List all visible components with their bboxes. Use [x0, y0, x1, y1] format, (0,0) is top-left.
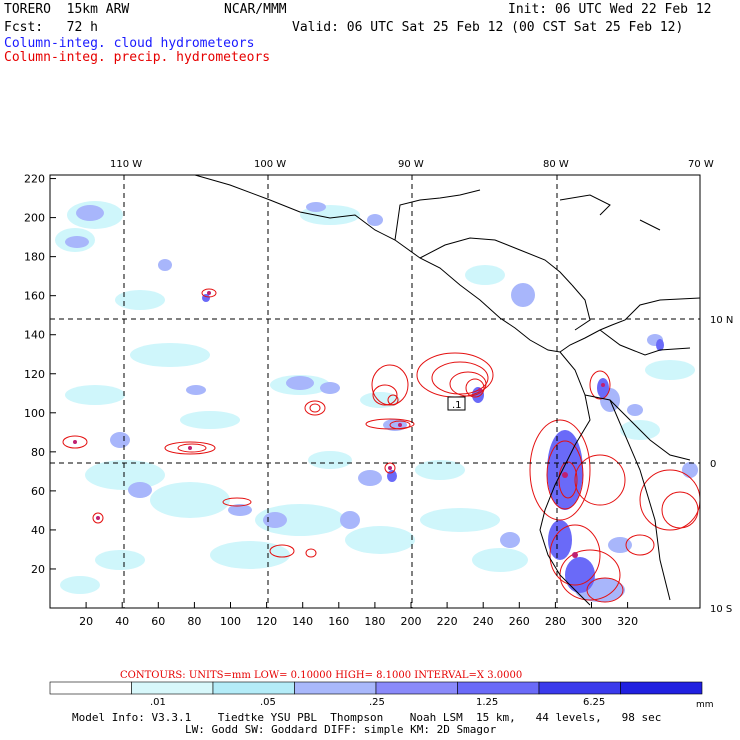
- lat-label-0: 0: [710, 459, 716, 470]
- y-tick-label: 100: [24, 407, 45, 420]
- forecast-hour: Fcst: 72 h: [4, 20, 98, 35]
- cloud-field-label: Column-integ. cloud hydrometeors: [4, 36, 255, 51]
- cloud-fill-light: [55, 201, 695, 594]
- x-tick-label: 100: [220, 615, 241, 628]
- x-tick-label: 20: [79, 615, 93, 628]
- x-tick-label: 120: [256, 615, 277, 628]
- colorbar-label-005: .05: [260, 697, 276, 708]
- y-tick-label: 140: [24, 329, 45, 342]
- x-tick-label: 60: [151, 615, 165, 628]
- x-tick-label: 200: [401, 615, 422, 628]
- init-time: Init: 06 UTC Wed 22 Feb 12: [508, 2, 712, 17]
- colorbar-label-625: 6.25: [583, 697, 605, 708]
- y-tick-label: 180: [24, 251, 45, 264]
- x-tick-label: 180: [364, 615, 385, 628]
- x-tick-label: 40: [115, 615, 129, 628]
- colorbar-label-025: .25: [369, 697, 385, 708]
- precip-cores: [73, 291, 605, 558]
- x-tick-label: 280: [545, 615, 566, 628]
- y-tick-label: 200: [24, 212, 45, 225]
- contours-info: CONTOURS: UNITS=mm LOW= 0.10000 HIGH= 8.…: [120, 670, 522, 681]
- x-tick-label: 300: [581, 615, 602, 628]
- colorbar-bin: [49, 681, 132, 695]
- x-tick-label: 320: [617, 615, 638, 628]
- y-axis: 20 40 60 80 100 120 140 160 180 200 220: [24, 173, 56, 576]
- colorbar-bin: [375, 681, 458, 695]
- y-tick-label: 120: [24, 368, 45, 381]
- x-tick-label: 260: [509, 615, 530, 628]
- lat-label-10n: 10 N: [710, 315, 733, 326]
- x-axis: 20 40 60 80 100 120 140 160 180 200 220 240 260 280 30…: [79, 602, 638, 628]
- organization-label: NCAR/MMM: [224, 2, 287, 17]
- colorbar-bin: [457, 681, 540, 695]
- y-tick-label: 80: [31, 446, 45, 459]
- x-tick-label: 80: [187, 615, 201, 628]
- cloud-fill-mid: [65, 202, 698, 602]
- x-tick-label: 140: [292, 615, 313, 628]
- lon-label-90w: 90 W: [398, 159, 424, 170]
- highlight-box: [447, 396, 466, 411]
- y-tick-label: 160: [24, 290, 45, 303]
- y-tick-label: 20: [31, 563, 45, 576]
- colorbar-unit: mm: [696, 700, 714, 710]
- lon-label-100w: 100 W: [254, 159, 286, 170]
- y-tick-label: 40: [31, 524, 45, 537]
- x-tick-label: 240: [473, 615, 494, 628]
- graticule: [50, 175, 700, 608]
- colorbar-bin: [538, 681, 621, 695]
- lat-label-10s: 10 S: [710, 604, 732, 615]
- colorbar-bin: [131, 681, 214, 695]
- colorbar-label-125: 1.25: [476, 697, 498, 708]
- y-tick-label: 60: [31, 485, 45, 498]
- model-title: TORERO 15km ARW: [4, 2, 130, 17]
- highlight-value: .1: [452, 400, 462, 411]
- lon-label-110w: 110 W: [110, 159, 142, 170]
- valid-time: Valid: 06 UTC Sat 25 Feb 12 (00 CST Sat …: [292, 20, 684, 35]
- colorbar: [49, 681, 703, 695]
- colorbar-bin: [212, 681, 295, 695]
- precip-field-label: Column-integ. precip. hydrometeors: [4, 50, 271, 65]
- model-info-line2: LW: Godd SW: Goddard DIFF: simple KM: 2D…: [185, 723, 497, 736]
- colorbar-bin: [620, 681, 703, 695]
- y-tick-label: 220: [24, 173, 45, 186]
- x-tick-label: 220: [437, 615, 458, 628]
- x-tick-label: 160: [328, 615, 349, 628]
- colorbar-label-001: .01: [150, 697, 166, 708]
- lon-label-70w: 70 W: [688, 159, 714, 170]
- model-info-line1: Model Info: V3.3.1 Tiedtke YSU PBL Thomp…: [72, 711, 662, 724]
- lon-label-80w: 80 W: [543, 159, 569, 170]
- colorbar-bin: [294, 681, 377, 695]
- precip-contours: [62, 288, 700, 603]
